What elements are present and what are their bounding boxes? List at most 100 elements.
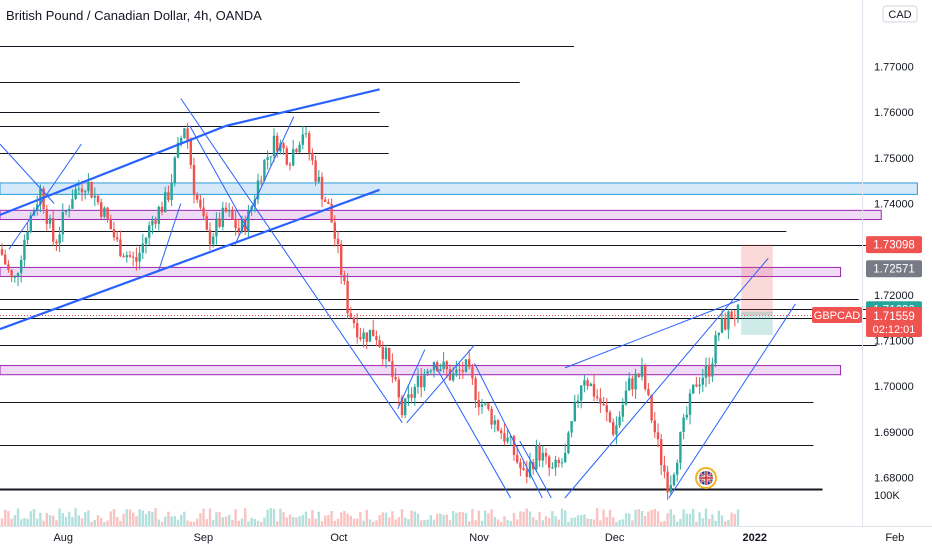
trend-line [225,88,380,127]
candle-body [580,385,583,401]
volume-bar [583,514,586,526]
trend-line [157,203,182,273]
x-tick-label: Oct [330,532,347,544]
candle-body [180,138,183,143]
volume-bar [647,511,650,526]
candle-body [554,459,557,468]
volume-bar [503,516,506,526]
candle-body [68,208,71,211]
volume-bar [644,516,647,526]
volume-bar [464,513,468,526]
candle-body [602,403,605,406]
candle-body [493,420,496,425]
candle-body [349,313,352,318]
volume-bar [640,510,644,526]
candle-body [336,238,340,244]
trend-line [564,298,742,369]
volume-bar [592,519,596,526]
volume-bar [170,516,173,526]
volume-bar [330,510,333,526]
volume-bar [180,514,183,526]
volume-bar [394,519,397,526]
volume-bar [532,517,535,526]
candle-body [77,188,80,190]
volume-bar [493,517,496,526]
volume-bar [618,519,621,526]
volume-bar [292,517,295,526]
candle-body [704,365,708,378]
volume-bar [192,521,196,526]
volume-scale-label: 100K [874,490,900,502]
x-tick-label: Sep [194,532,214,544]
volume-bar [93,519,96,526]
volume-bar [560,508,564,526]
volume-bar [698,512,701,526]
volume-bar [596,508,599,526]
volume-bar [282,512,285,526]
svg-text:1.71559: 1.71559 [873,311,915,323]
candle-body [628,378,631,391]
candle-body [567,432,570,453]
candle-body [221,207,224,227]
candle-body [528,462,532,477]
y-tick-label: 1.74000 [874,198,914,210]
trend-line [519,440,552,499]
volume-bar [269,508,272,526]
candle-body [311,152,314,161]
candle-body [644,366,647,390]
volume-bar [480,520,484,526]
candle-body [509,436,512,438]
candle-body [234,219,237,229]
volume-bar [727,519,730,526]
candle-body [564,452,567,463]
volume-bar [32,509,36,526]
candle-body [500,430,503,434]
candle-body [426,371,429,374]
volume-bar [26,518,29,526]
candle-body [247,210,250,232]
volume-bar [356,518,359,526]
candle-body [26,231,29,240]
position-target-zone [741,244,773,315]
candle-body [445,361,448,370]
candle-body [96,195,100,203]
volume-bar [701,518,704,526]
currency-badge[interactable]: CAD [882,5,918,23]
candle-body [583,380,586,386]
volume-bar [272,509,276,526]
candle-body [84,191,87,193]
candle-body [320,176,324,200]
svg-text:02:12:01: 02:12:01 [873,324,916,336]
volume-bar [682,509,685,526]
candle-body [205,216,208,230]
candle-body [132,256,135,258]
candle-body [452,373,455,381]
volume-bar [615,521,618,526]
candle-body [461,370,464,372]
candle-body [621,404,624,417]
volume-bar [442,514,445,526]
candle-body [490,408,493,425]
candle-body [52,218,55,242]
trend-line [668,303,796,499]
uk-flag-icon[interactable] [695,467,717,489]
volume-bar [676,521,679,526]
volume-bar [29,511,32,526]
volume-bar [471,509,474,526]
candle-body [496,420,500,431]
candle-body [570,421,573,433]
candle-body [48,218,52,224]
candle-body [100,202,103,217]
candle-body [471,366,474,379]
trend-line [397,349,426,410]
candle-body [122,256,125,258]
volume-bar [612,517,615,526]
candle-body [596,396,599,399]
volume-bar [10,518,13,526]
volume-bar [71,516,74,526]
candle-body [711,363,714,377]
volume-bar [202,508,205,526]
volume-bar [589,519,592,526]
volume-bar [36,518,39,526]
